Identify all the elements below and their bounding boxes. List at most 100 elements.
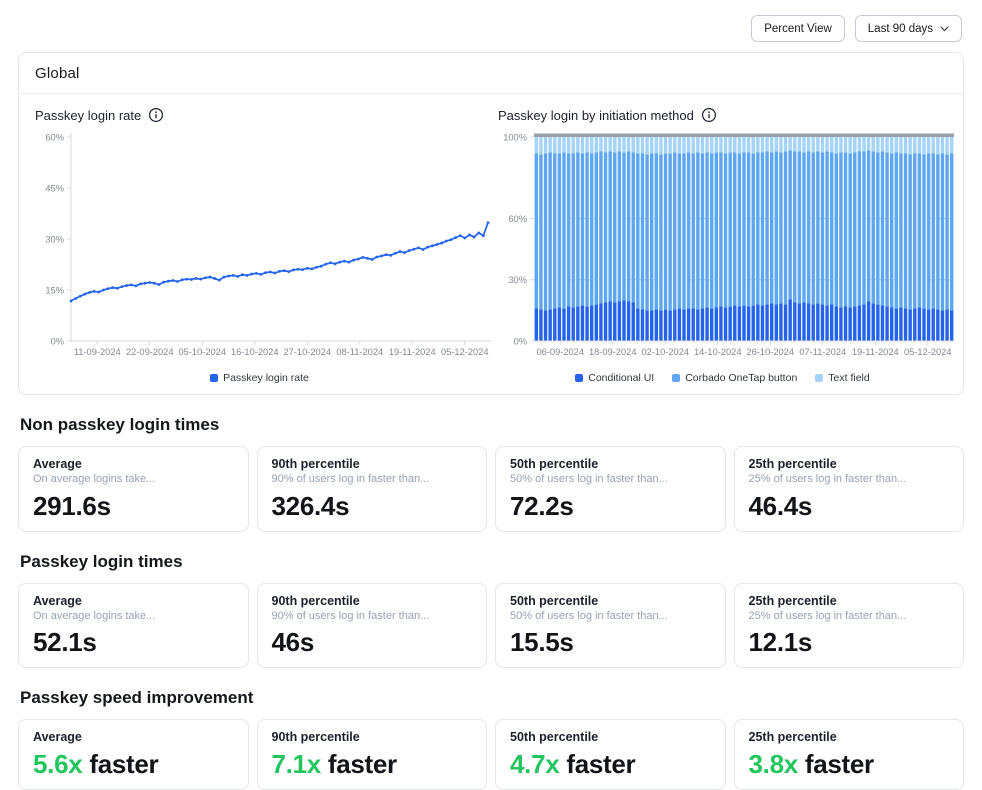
global-card-title: Global (35, 65, 80, 82)
speedup-multiplier: 5.6x (33, 748, 83, 779)
svg-text:06-09-2024: 06-09-2024 (536, 347, 584, 357)
svg-text:100%: 100% (503, 132, 527, 142)
svg-text:08-11-2024: 08-11-2024 (336, 347, 383, 357)
stat-card-title: Average (33, 593, 82, 608)
stat-card-title: 90th percentile (271, 593, 360, 608)
legend-label: Corbado OneTap button (685, 372, 798, 384)
stat-card-value: 4.7x faster (510, 748, 711, 779)
passkey-cards-row: Average On average logins take... 52.1s … (18, 582, 964, 669)
stat-card-title: 90th percentile (271, 730, 360, 745)
chevron-down-icon (940, 25, 949, 31)
date-range-dropdown[interactable]: Last 90 days (854, 15, 962, 42)
stat-card-subtitle: On average logins take... (33, 473, 156, 486)
stat-card-subtitle: 25% of users log in faster than... (748, 610, 907, 623)
svg-text:15%: 15% (45, 285, 64, 295)
svg-text:60%: 60% (45, 132, 64, 142)
chart-title: Passkey login by initiation method (498, 107, 694, 123)
stat-card-value: 52.1s (33, 627, 97, 658)
percent-view-button[interactable]: Percent View (751, 15, 845, 42)
svg-text:05-12-2024: 05-12-2024 (441, 347, 489, 357)
stat-card-value: 5.6x faster (33, 748, 234, 779)
legend-swatch-blue (210, 374, 219, 382)
chart-header: Passkey login by initiation method (498, 107, 947, 123)
stat-card-50th: 50th percentile 4.7x faster (495, 719, 726, 790)
stat-card-subtitle: On average logins take... (33, 610, 156, 623)
stat-card-title: 25th percentile (748, 730, 837, 745)
svg-text:0%: 0% (514, 336, 527, 346)
chart-title: Passkey login rate (35, 107, 142, 123)
svg-text:30%: 30% (45, 234, 64, 244)
chart-header: Passkey login rate (35, 107, 484, 123)
svg-text:30%: 30% (508, 275, 527, 285)
svg-text:07-11-2024: 07-11-2024 (799, 347, 846, 357)
speedup-suffix: faster (82, 748, 159, 779)
stat-card-title: 50th percentile (510, 457, 599, 471)
section-heading-passkey: Passkey login times (20, 551, 183, 571)
svg-text:11-09-2024: 11-09-2024 (74, 347, 121, 357)
stat-card-average: Average On average logins take... 291.6s (18, 446, 249, 532)
svg-text:05-12-2024: 05-12-2024 (904, 347, 952, 357)
stat-card-value: 7.1x faster (271, 748, 473, 779)
charts-row: Passkey login rate 0% 15% 30% 45% 60% 11-09-2… (35, 107, 954, 384)
stat-card-90th: 90th percentile 7.1x faster (256, 719, 487, 790)
date-range-label: Last 90 days (867, 22, 933, 35)
svg-text:27-10-2024: 27-10-2024 (283, 347, 331, 357)
speedup-multiplier: 4.7x (510, 748, 560, 779)
topbar: Percent View Last 90 days (0, 0, 982, 52)
stat-card-90th: 90th percentile 90% of users log in fast… (256, 446, 487, 532)
stat-card-title: 50th percentile (510, 730, 599, 745)
stat-card-subtitle: 50% of users log in faster than... (510, 473, 668, 486)
stat-card-average: Average 5.6x faster (18, 719, 249, 790)
svg-text:45%: 45% (45, 183, 64, 193)
legend-swatch-light-blue (815, 374, 824, 382)
legend-swatch-dark-blue (575, 374, 584, 382)
stat-card-title: Average (33, 457, 82, 471)
speedup-suffix: faster (797, 748, 874, 779)
svg-text:60%: 60% (508, 214, 527, 224)
stat-card-title: 25th percentile (748, 457, 837, 471)
stat-card-title: 25th percentile (748, 593, 837, 608)
stat-card-title: Average (33, 730, 82, 745)
stat-card-title: 90th percentile (271, 457, 360, 471)
stack-chart-legend: Conditional UI Corbado OneTap button Tex… (498, 372, 947, 384)
stat-card-value: 326.4s (271, 490, 350, 521)
divider (19, 93, 963, 94)
passkey-login-rate-block: Passkey login rate 0% 15% 30% 45% 60% 11-09-2… (35, 107, 491, 384)
svg-text:02-10-2024: 02-10-2024 (641, 347, 689, 357)
svg-text:19-11-2024: 19-11-2024 (389, 347, 436, 357)
legend-item-passkey-login-rate[interactable]: Passkey login rate (210, 372, 309, 384)
stat-card-25th: 25th percentile 25% of users log in fast… (733, 446, 964, 532)
passkey-login-rate-chart[interactable]: 0% 15% 30% 45% 60% 11-09-2024 22-09-2024 05-10-… (35, 127, 497, 365)
line-chart-legend: Passkey login rate (35, 372, 484, 384)
speedup-suffix: faster (559, 748, 636, 779)
legend-item-conditional-ui[interactable]: Conditional UI (575, 372, 654, 384)
stat-card-25th: 25th percentile 3.8x faster (733, 719, 964, 790)
svg-text:0%: 0% (51, 336, 64, 346)
stat-card-subtitle: 90% of users log in faster than... (271, 610, 430, 623)
svg-text:14-10-2024: 14-10-2024 (694, 347, 742, 357)
stat-card-value: 46s (271, 627, 315, 658)
svg-text:22-09-2024: 22-09-2024 (126, 347, 174, 357)
initiation-method-chart[interactable]: 0% 30% 60% 100% 06-09-2024 18-09-2024 02-10-20… (498, 127, 960, 365)
section-heading-non-passkey: Non passkey login times (20, 415, 220, 434)
stat-card-average: Average On average logins take... 52.1s (18, 582, 249, 669)
speedup-multiplier: 7.1x (271, 748, 322, 779)
svg-text:19-11-2024: 19-11-2024 (852, 347, 899, 357)
info-icon[interactable] (148, 107, 164, 123)
legend-label: Passkey login rate (223, 372, 309, 384)
stat-card-25th: 25th percentile 25% of users log in fast… (733, 582, 964, 669)
legend-item-text-field[interactable]: Text field (815, 372, 870, 384)
speedup-multiplier: 3.8x (748, 748, 799, 779)
stat-card-value: 291.6s (33, 490, 111, 521)
info-icon[interactable] (701, 107, 717, 123)
stat-card-subtitle: 25% of users log in faster than... (748, 473, 907, 486)
stat-card-value: 12.1s (748, 627, 813, 658)
stat-card-subtitle: 50% of users log in faster than... (510, 610, 668, 623)
stat-card-value: 46.4s (748, 490, 813, 521)
legend-label: Conditional UI (588, 372, 655, 384)
stat-card-value: 72.2s (510, 490, 574, 521)
stat-card-value: 15.5s (510, 627, 574, 658)
svg-text:05-10-2024: 05-10-2024 (178, 347, 226, 357)
legend-item-corbado-onetap[interactable]: Corbado OneTap button (672, 372, 797, 384)
speedup-suffix: faster (320, 748, 397, 779)
